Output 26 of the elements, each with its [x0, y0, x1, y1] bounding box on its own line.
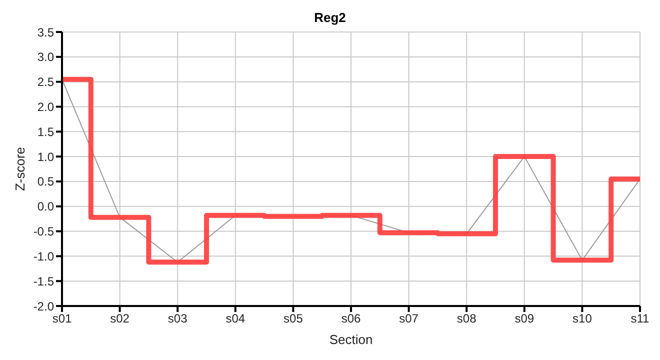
y-tick-label: 3.0: [37, 50, 54, 64]
x-tick-label: s04: [226, 312, 246, 326]
y-tick-label: 2.5: [37, 75, 54, 90]
y-tick-label: -1.0: [33, 249, 54, 264]
y-tick-label: 0.0: [37, 200, 54, 214]
y-axis-title: Z-score: [12, 146, 28, 192]
x-tick-label: s07: [399, 312, 419, 326]
x-tick-label: s10: [572, 312, 592, 326]
y-tick-label: 2.0: [37, 100, 54, 114]
x-tick-label: s06: [341, 312, 361, 326]
y-tick-label: 3.5: [37, 25, 54, 40]
x-tick-label: s05: [284, 312, 304, 326]
x-tick-label: s11: [630, 312, 650, 326]
x-tick-label: s02: [110, 312, 130, 326]
y-tick-label: 0.5: [37, 174, 54, 189]
y-tick-label: -1.5: [33, 274, 54, 288]
y-tick-label: 1.0: [37, 150, 54, 164]
x-axis-title: Section: [329, 332, 373, 347]
x-tick-label: s01: [52, 312, 72, 326]
y-tick-label: -2.0: [33, 299, 54, 314]
y-tick-label: -0.5: [33, 224, 54, 239]
y-tick-label: 1.5: [37, 124, 54, 139]
x-tick-label: s09: [514, 312, 534, 326]
x-tick-label: s08: [456, 312, 477, 326]
chart-title: Reg2: [314, 10, 346, 25]
x-tick-label: s03: [168, 312, 188, 326]
